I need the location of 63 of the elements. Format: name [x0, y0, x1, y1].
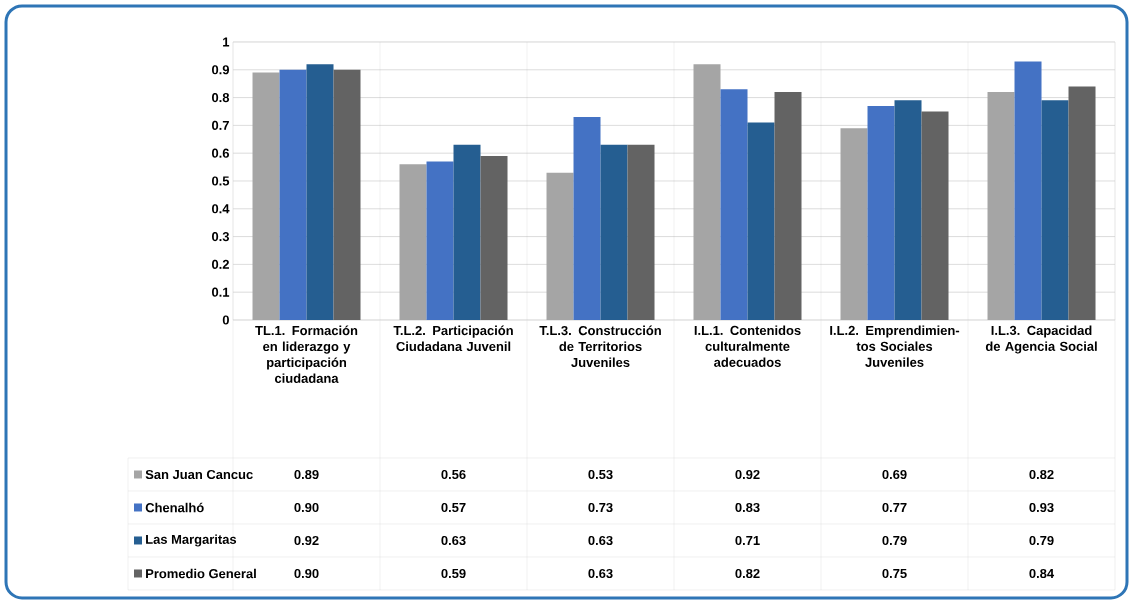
data-label: 0.73	[588, 502, 613, 513]
bar	[1014, 61, 1042, 320]
data-label: 0.53	[588, 469, 613, 480]
data-label: 0.57	[441, 502, 466, 513]
data-label: 0.63	[588, 535, 613, 546]
y-tick-label: 0.7	[212, 120, 229, 130]
data-label: 0.92	[294, 535, 319, 546]
data-label: 0.82	[735, 568, 760, 579]
bar	[720, 89, 748, 320]
data-label: 0.93	[1029, 502, 1054, 513]
bar	[279, 69, 307, 320]
y-tick-label: 0.9	[212, 65, 230, 75]
data-label: 0.83	[735, 502, 760, 513]
x-tick-label: I.L.1. Contenidos culturalmente adecuados	[694, 325, 801, 367]
data-label: 0.84	[1029, 568, 1055, 579]
data-label: 0.69	[882, 469, 907, 480]
data-label: 0.90	[294, 568, 319, 579]
y-tick-label: 0.8	[212, 93, 230, 103]
bar	[573, 117, 601, 320]
bar	[747, 122, 775, 320]
x-tick-label: T.L.2. Participación Ciudadana Juvenil	[393, 325, 513, 352]
y-tick-label: 0.6	[212, 148, 230, 158]
data-label: 0.56	[441, 469, 466, 480]
y-tick-label: 0.4	[212, 204, 230, 214]
data-label: 0.82	[1029, 469, 1054, 480]
legend-label: San Juan Cancuc	[145, 469, 253, 480]
data-label: 0.89	[294, 469, 319, 480]
bar	[894, 100, 922, 320]
data-label: 0.79	[882, 535, 907, 546]
legend-label: Chenalhó	[145, 502, 204, 513]
y-tick-label: 0.1	[212, 287, 230, 297]
bar	[306, 64, 334, 320]
data-label: 0.77	[882, 502, 907, 513]
y-tick-label: 1	[223, 37, 230, 47]
data-label: 0.92	[735, 469, 760, 480]
bar	[426, 161, 454, 320]
legend-label: Promedio General	[146, 568, 256, 579]
data-label: 0.79	[1029, 535, 1054, 546]
data-label: 0.63	[588, 568, 613, 579]
y-tick-label: 0.2	[212, 259, 229, 269]
data-label: 0.90	[294, 502, 319, 513]
bar	[1068, 86, 1096, 320]
bar	[774, 92, 802, 320]
data-label: 0.63	[441, 535, 466, 546]
bar	[867, 105, 895, 320]
data-label: 0.59	[441, 568, 466, 579]
x-tick-label: I.L.3. Capacidad de Agencia Social	[985, 325, 1097, 354]
data-label: 0.71	[735, 535, 760, 546]
y-tick-label: 0.5	[212, 176, 230, 186]
bar	[600, 144, 628, 320]
y-tick-label: 0.3	[212, 231, 230, 242]
bar	[627, 144, 655, 320]
x-tick-label: I.L.2. Emprendimien-tos Sociales Juveniles	[830, 325, 960, 367]
x-tick-label: T.L.3. Construcción de Territorios Juveniles	[539, 325, 661, 368]
data-label: 0.75	[882, 568, 907, 579]
bar	[480, 155, 508, 320]
bar	[921, 111, 949, 320]
y-tick-label: 0	[222, 315, 229, 325]
legend-label: Las Margaritas	[146, 534, 237, 547]
x-tick-label: TL.1. Formación en liderazgo y participación ciudadana	[255, 325, 358, 383]
bar	[1041, 100, 1069, 320]
bar	[333, 69, 361, 320]
bar	[453, 144, 481, 320]
